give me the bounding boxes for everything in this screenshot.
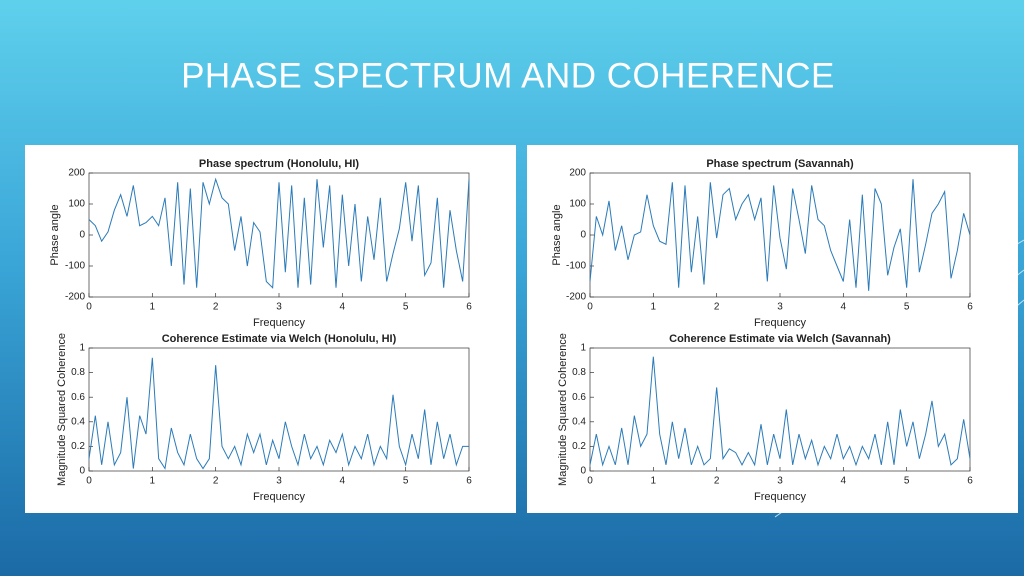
y-tick-label: 0 — [580, 466, 586, 477]
y-tick-label: 0 — [580, 230, 586, 241]
x-axis-label: Frequency — [754, 491, 806, 503]
x-axis-label: Frequency — [253, 317, 305, 329]
x-tick-label: 1 — [150, 476, 156, 487]
y-axis-label: Phase angle — [551, 204, 563, 265]
x-tick-label: 0 — [587, 302, 593, 313]
data-line — [88, 357, 469, 470]
y-tick-label: 0.4 — [71, 416, 85, 427]
x-tick-label: 2 — [714, 476, 720, 487]
x-tick-label: 5 — [403, 302, 409, 313]
chart-title: Coherence Estimate via Welch (Honolulu, … — [162, 333, 397, 345]
y-tick-label: -100 — [65, 261, 85, 272]
y-axis-label: Phase angle — [49, 204, 61, 265]
chart-title: Coherence Estimate via Welch (Savannah) — [669, 333, 891, 345]
panel — [25, 145, 516, 513]
x-tick-label: 4 — [841, 302, 847, 313]
y-tick-label: 0.2 — [71, 441, 85, 452]
y-axis-label: Magnitude Squared Coherence — [56, 333, 68, 486]
data-line — [88, 177, 470, 289]
x-tick-label: 1 — [651, 476, 657, 487]
y-tick-label: 0.2 — [572, 441, 586, 452]
y-axis-label: Magnitude Squared Coherence — [557, 333, 569, 486]
x-tick-label: 4 — [340, 476, 346, 487]
y-tick-label: 0.8 — [71, 367, 85, 378]
data-line — [589, 356, 971, 467]
x-tick-label: 0 — [86, 302, 92, 313]
y-tick-label: -200 — [65, 292, 85, 303]
x-tick-label: 0 — [86, 476, 92, 487]
y-tick-label: 0.4 — [572, 416, 586, 427]
y-tick-label: 0 — [79, 466, 85, 477]
x-tick-label: 1 — [651, 302, 657, 313]
y-tick-label: 100 — [68, 199, 85, 210]
y-tick-label: 1 — [79, 343, 85, 354]
y-tick-label: -100 — [566, 261, 586, 272]
y-tick-label: 1 — [580, 343, 586, 354]
slide-title: PHASE SPECTRUM AND COHERENCE — [181, 56, 835, 95]
chart-title: Phase spectrum (Honolulu, HI) — [199, 158, 359, 170]
x-tick-label: 5 — [904, 302, 910, 313]
x-tick-label: 2 — [213, 302, 219, 313]
x-tick-label: 2 — [213, 476, 219, 487]
x-axis-label: Frequency — [253, 491, 305, 503]
x-tick-label: 4 — [841, 476, 847, 487]
x-tick-label: 1 — [150, 302, 156, 313]
x-tick-label: 3 — [777, 476, 783, 487]
x-tick-label: 3 — [276, 476, 282, 487]
y-tick-label: 0.8 — [572, 367, 586, 378]
x-tick-label: 4 — [340, 302, 346, 313]
x-tick-label: 0 — [587, 476, 593, 487]
y-tick-label: -200 — [566, 292, 586, 303]
y-tick-label: 0.6 — [572, 392, 586, 403]
x-tick-label: 6 — [967, 476, 973, 487]
x-tick-label: 6 — [466, 476, 472, 487]
y-tick-label: 0.6 — [71, 392, 85, 403]
y-tick-label: 200 — [68, 168, 85, 179]
x-tick-label: 2 — [714, 302, 720, 313]
x-tick-label: 3 — [777, 302, 783, 313]
y-tick-label: 100 — [569, 199, 586, 210]
x-tick-label: 6 — [466, 302, 472, 313]
y-tick-label: 0 — [79, 230, 85, 241]
y-tick-label: 200 — [569, 168, 586, 179]
data-line — [589, 179, 971, 291]
x-axis-label: Frequency — [754, 317, 806, 329]
chart-title: Phase spectrum (Savannah) — [706, 158, 854, 170]
x-tick-label: 5 — [904, 476, 910, 487]
x-tick-label: 5 — [403, 476, 409, 487]
x-tick-label: 3 — [276, 302, 282, 313]
x-tick-label: 6 — [967, 302, 973, 313]
